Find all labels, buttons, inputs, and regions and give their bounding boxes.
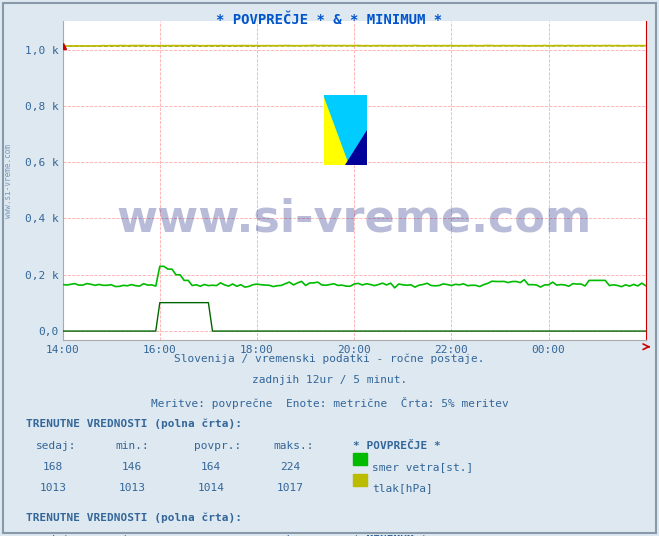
Text: tlak[hPa]: tlak[hPa] — [372, 483, 433, 494]
Text: povpr.:: povpr.: — [194, 441, 242, 451]
Polygon shape — [324, 95, 367, 165]
Text: www.si-vreme.com: www.si-vreme.com — [117, 198, 592, 241]
Text: 168: 168 — [43, 462, 63, 472]
Text: 164: 164 — [201, 462, 221, 472]
Text: sedaj:: sedaj: — [36, 441, 76, 451]
Text: maks.:: maks.: — [273, 441, 314, 451]
Text: Meritve: povprečne  Enote: metrične  Črta: 5% meritev: Meritve: povprečne Enote: metrične Črta:… — [151, 397, 508, 408]
Text: * POVPREČJE * & * MINIMUM *: * POVPREČJE * & * MINIMUM * — [216, 13, 443, 27]
Text: www.si-vreme.com: www.si-vreme.com — [4, 144, 13, 218]
Polygon shape — [324, 95, 350, 165]
Text: 1013: 1013 — [119, 483, 145, 494]
Text: Slovenija / vremenski podatki - ročne postaje.: Slovenija / vremenski podatki - ročne po… — [174, 354, 485, 364]
Text: 1013: 1013 — [40, 483, 66, 494]
Text: * MINIMUM *: * MINIMUM * — [353, 535, 427, 536]
Text: sedaj:: sedaj: — [36, 535, 76, 536]
Text: min.:: min.: — [115, 441, 149, 451]
Polygon shape — [345, 130, 367, 165]
Text: TRENUTNE VREDNOSTI (polna črta):: TRENUTNE VREDNOSTI (polna črta): — [26, 418, 243, 429]
Text: 1014: 1014 — [198, 483, 224, 494]
Text: maks.:: maks.: — [273, 535, 314, 536]
Text: min.:: min.: — [115, 535, 149, 536]
Text: zadnjih 12ur / 5 minut.: zadnjih 12ur / 5 minut. — [252, 375, 407, 385]
Text: 224: 224 — [280, 462, 300, 472]
Text: 146: 146 — [122, 462, 142, 472]
Text: povpr.:: povpr.: — [194, 535, 242, 536]
Text: TRENUTNE VREDNOSTI (polna črta):: TRENUTNE VREDNOSTI (polna črta): — [26, 513, 243, 524]
Text: 1017: 1017 — [277, 483, 303, 494]
Text: * POVPREČJE *: * POVPREČJE * — [353, 441, 440, 451]
Text: smer vetra[st.]: smer vetra[st.] — [372, 462, 474, 472]
